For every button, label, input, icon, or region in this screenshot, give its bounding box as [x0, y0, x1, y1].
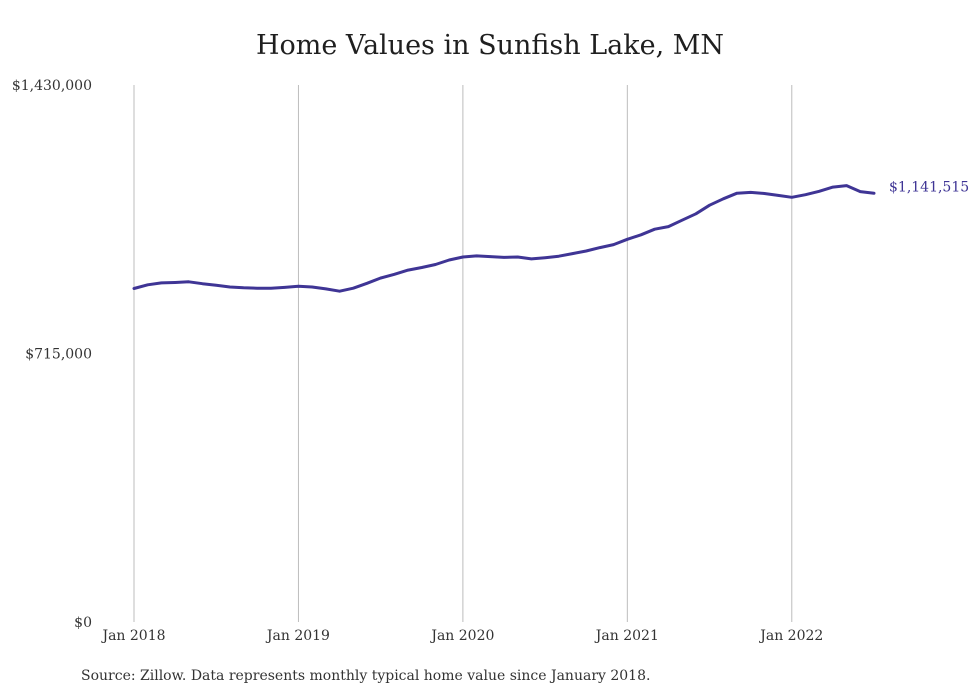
data-point: [804, 193, 807, 196]
y-tick-label: $715,000: [25, 347, 92, 363]
data-point: [379, 276, 382, 280]
data-point: [338, 289, 341, 293]
y-tick-label: $0: [74, 615, 92, 631]
data-point: [187, 280, 191, 283]
data-point: [557, 255, 561, 258]
data-point: [132, 287, 136, 290]
x-tick-label: Jan 2022: [758, 628, 823, 644]
data-point: [201, 282, 204, 285]
x-axis-tick-labels: Jan 2018 Jan 2019 Jan 2020 Jan 2021 Jan 2022: [100, 628, 823, 644]
data-point: [160, 281, 163, 285]
data-point: [516, 255, 519, 259]
data-point: [393, 273, 396, 276]
data-point: [297, 285, 300, 288]
data-point: [352, 286, 355, 290]
data-point: [639, 233, 643, 237]
data-point: [461, 255, 465, 259]
data-point: [598, 246, 602, 249]
x-tick-label: Jan 2018: [100, 628, 165, 644]
y-axis-tick-labels: $0 $715,000 $1,430,000: [12, 78, 92, 631]
data-point: [831, 185, 835, 189]
data-point: [585, 249, 588, 253]
data-point: [845, 184, 848, 187]
data-point: [406, 268, 410, 272]
data-point: [434, 263, 437, 266]
data-point: [146, 283, 149, 286]
data-point: [667, 225, 670, 228]
data-point: [680, 218, 684, 222]
data-point: [543, 256, 547, 259]
data-point: [708, 203, 711, 207]
series-points: [132, 184, 876, 293]
data-point: [749, 191, 752, 194]
data-point: [215, 283, 218, 287]
data-point: [447, 258, 451, 262]
home-value-line: [132, 184, 876, 293]
x-tick-label: Jan 2020: [429, 628, 494, 644]
data-point: [242, 286, 245, 289]
data-point: [489, 255, 492, 258]
data-point: [722, 197, 725, 200]
data-point: [420, 266, 423, 269]
data-point: [776, 194, 780, 197]
data-point: [817, 190, 821, 193]
data-point: [502, 256, 506, 259]
source-note: Source: Zillow. Data represents monthly …: [81, 668, 651, 684]
x-tick-label: Jan 2021: [594, 628, 659, 644]
gridlines: [133, 85, 793, 622]
x-tick-label: Jan 2019: [265, 628, 330, 644]
data-point: [790, 196, 793, 199]
data-point: [283, 286, 286, 289]
end-value-label: $1,141,515: [889, 179, 969, 195]
data-point: [694, 212, 698, 216]
data-point: [228, 285, 232, 289]
data-point: [872, 192, 876, 195]
data-point: [626, 238, 629, 241]
data-point: [269, 286, 273, 290]
data-point: [475, 254, 478, 258]
data-point: [612, 243, 615, 246]
data-point: [256, 286, 259, 290]
data-point: [859, 190, 862, 193]
data-point: [530, 257, 533, 261]
data-point: [763, 192, 766, 195]
data-point: [735, 191, 739, 195]
data-point: [324, 287, 328, 291]
chart-title: Home Values in Sunfish Lake, MN: [255, 30, 725, 61]
data-point: [571, 252, 574, 255]
y-tick-label: $1,430,000: [12, 78, 92, 94]
data-point: [310, 285, 314, 289]
data-point: [365, 282, 369, 285]
data-point: [653, 228, 656, 231]
data-point: [173, 281, 177, 284]
